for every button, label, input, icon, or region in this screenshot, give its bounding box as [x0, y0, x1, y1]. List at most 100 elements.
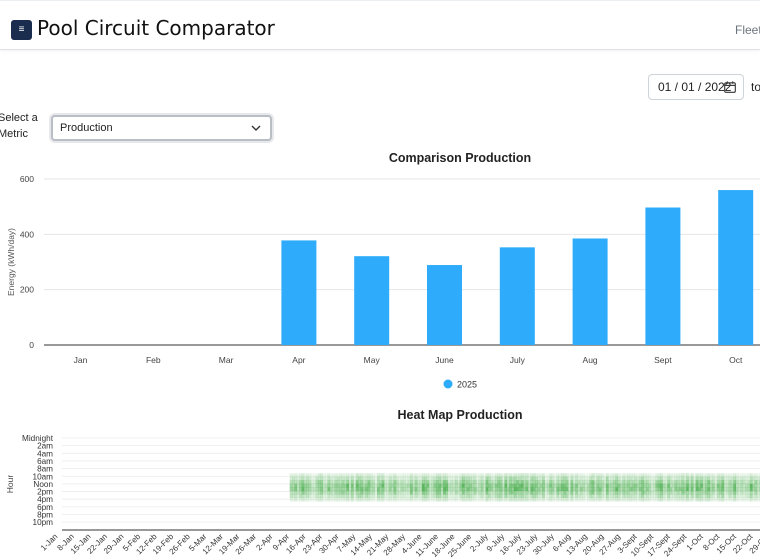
bar-x-tick-label: Sept — [654, 355, 672, 365]
heat-cell — [471, 483, 475, 488]
heat-cell — [412, 494, 416, 499]
heat-cell — [558, 476, 562, 481]
heat-cell — [445, 487, 449, 492]
heat-cell — [365, 473, 368, 478]
heat-cell — [494, 494, 498, 499]
bar-may[interactable] — [354, 256, 390, 345]
heat-cell — [627, 487, 630, 492]
heat-cell — [499, 480, 503, 485]
heat-cell — [620, 473, 623, 478]
heat-cell — [627, 483, 630, 488]
heat-cell — [721, 487, 725, 492]
heat-cell — [655, 497, 659, 502]
heat-cell — [542, 494, 545, 499]
heat-cell — [490, 476, 493, 481]
heat-cell — [681, 487, 685, 492]
heat-cell — [544, 487, 548, 492]
heat-cell — [306, 487, 309, 492]
heat-cell — [605, 490, 609, 495]
heat-cell — [535, 497, 538, 502]
heat-cell — [572, 497, 576, 502]
heat-cell — [745, 497, 748, 502]
bar-aug[interactable] — [572, 238, 608, 345]
heat-cell — [520, 473, 524, 478]
start-date-input[interactable]: 01 / 01 / 2022 — [648, 74, 744, 100]
bar-x-tick-label: Apr — [292, 355, 305, 365]
bar-oct[interactable] — [718, 190, 754, 345]
heat-cell — [450, 473, 453, 478]
heat-cell — [414, 476, 418, 481]
heat-cell — [483, 487, 486, 492]
nav-link-fleet[interactable]: Fleet — [735, 23, 760, 37]
heat-cell — [414, 497, 418, 502]
heat-cell — [671, 480, 675, 485]
heat-cell — [417, 473, 420, 478]
heat-cell — [471, 497, 475, 502]
heat-cell — [315, 476, 319, 481]
bar-june[interactable] — [427, 265, 462, 345]
heat-cell — [709, 480, 713, 485]
bar-july[interactable] — [499, 247, 535, 345]
heat-cell — [393, 473, 397, 478]
heat-cell — [615, 497, 619, 502]
heat-cell — [497, 483, 501, 488]
heat-cell — [664, 473, 668, 478]
heat-cell — [738, 487, 741, 492]
heat-cell — [445, 480, 449, 485]
heat-cell — [391, 483, 394, 488]
heat-cell — [646, 476, 649, 481]
metric-select[interactable]: Production — [51, 115, 272, 141]
bar-chart-legend[interactable]: 2025 — [443, 379, 478, 390]
bar-sept[interactable] — [645, 207, 681, 345]
heat-y-tick-label: 2pm — [37, 488, 53, 497]
calendar-icon[interactable] — [724, 81, 736, 93]
heat-cell — [485, 497, 489, 502]
heat-cell — [565, 483, 569, 488]
heat-cell — [742, 476, 746, 481]
heat-cell — [391, 480, 394, 485]
menu-button[interactable]: ≡ — [11, 20, 32, 40]
heat-cell — [480, 494, 484, 499]
bar-apr[interactable] — [281, 240, 317, 345]
heat-cell — [459, 494, 463, 499]
heat-cell — [601, 487, 604, 492]
heat-cell — [417, 476, 420, 481]
heat-cell — [641, 480, 644, 485]
heat-cell — [553, 490, 557, 495]
heat-cell — [629, 480, 633, 485]
heat-cell — [568, 483, 571, 488]
heat-cell — [528, 476, 531, 481]
heat-cell — [384, 483, 387, 488]
heat-cell — [591, 494, 595, 499]
heat-cell — [596, 483, 600, 488]
heat-cell — [719, 483, 722, 488]
heat-cell — [693, 497, 696, 502]
heat-cell — [327, 490, 331, 495]
heat-cell — [646, 490, 649, 495]
heat-cell — [726, 473, 729, 478]
heat-cell — [480, 490, 484, 495]
heat-cell — [410, 480, 413, 485]
heat-cell — [393, 490, 397, 495]
heat-cell — [622, 487, 626, 492]
heat-cell — [591, 490, 595, 495]
heat-cell — [702, 487, 706, 492]
heat-cell — [723, 483, 727, 488]
heat-cell — [610, 483, 614, 488]
heat-cell — [504, 487, 508, 492]
heat-cell — [551, 480, 555, 485]
heat-cell — [709, 494, 713, 499]
heat-cell — [318, 497, 321, 502]
heat-cell — [483, 494, 486, 499]
heat-cell — [615, 483, 619, 488]
heat-cell — [313, 490, 316, 495]
heat-cell — [369, 497, 373, 502]
heat-cell — [683, 480, 687, 485]
heat-y-tick-label: 8pm — [37, 511, 53, 520]
heat-cell — [638, 483, 642, 488]
heat-cell — [695, 494, 699, 499]
heat-cell — [688, 487, 692, 492]
heatmap-ylabel: Hour — [5, 475, 15, 494]
heat-cell — [454, 473, 458, 478]
heat-cell — [353, 494, 357, 499]
